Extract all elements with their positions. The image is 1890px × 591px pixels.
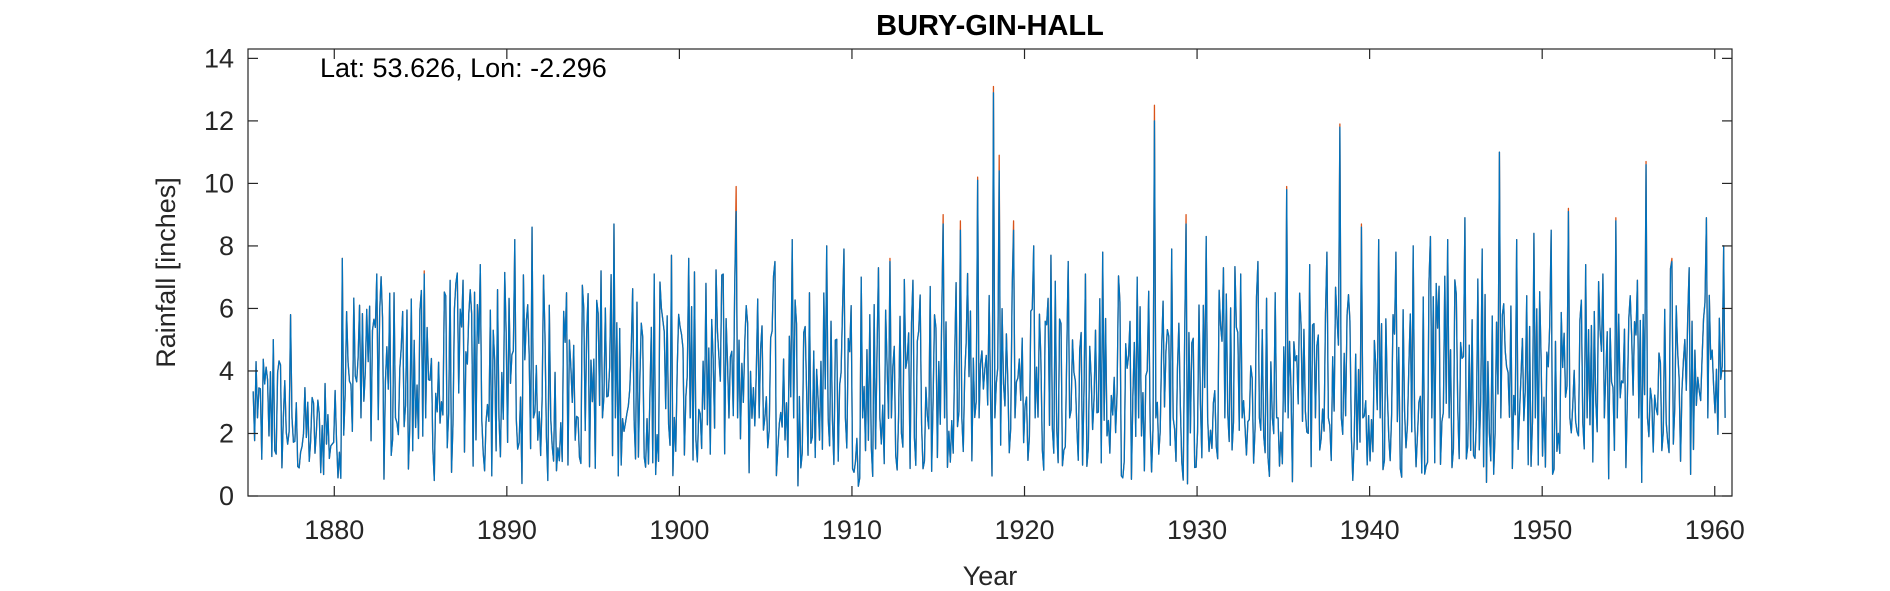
x-tick-label: 1910 [822,515,882,545]
y-tick-label: 10 [204,168,234,198]
x-tick-label: 1940 [1340,515,1400,545]
x-tick-label: 1900 [649,515,709,545]
chart-title: BURY-GIN-HALL [876,10,1104,42]
plot-lines [252,85,1726,487]
x-axis-label: Year [963,561,1018,591]
y-tick-label: 2 [219,418,234,448]
tick-labels: 1880 1890 1900 1910 1920 1930 1940 1950 1960 0 2 4 6… [204,43,1745,545]
axis-ticks [248,49,1732,497]
x-tick-label: 1920 [994,515,1054,545]
y-tick-label: 4 [219,356,234,386]
location-annotation: Lat: 53.626, Lon: -2.296 [320,53,607,83]
series-line-2 [252,92,1726,487]
y-tick-label: 12 [204,106,234,136]
x-tick-label: 1890 [477,515,537,545]
y-tick-label: 8 [219,231,234,261]
x-tick-label: 1950 [1512,515,1572,545]
x-tick-label: 1880 [304,515,364,545]
y-tick-label: 0 [219,481,234,511]
y-axis-label: Rainfall [inches] [151,177,181,368]
y-tick-label: 14 [204,43,234,73]
y-tick-label: 6 [219,293,234,323]
x-tick-label: 1960 [1685,515,1745,545]
plot-box [247,48,1733,497]
x-tick-label: 1930 [1167,515,1227,545]
